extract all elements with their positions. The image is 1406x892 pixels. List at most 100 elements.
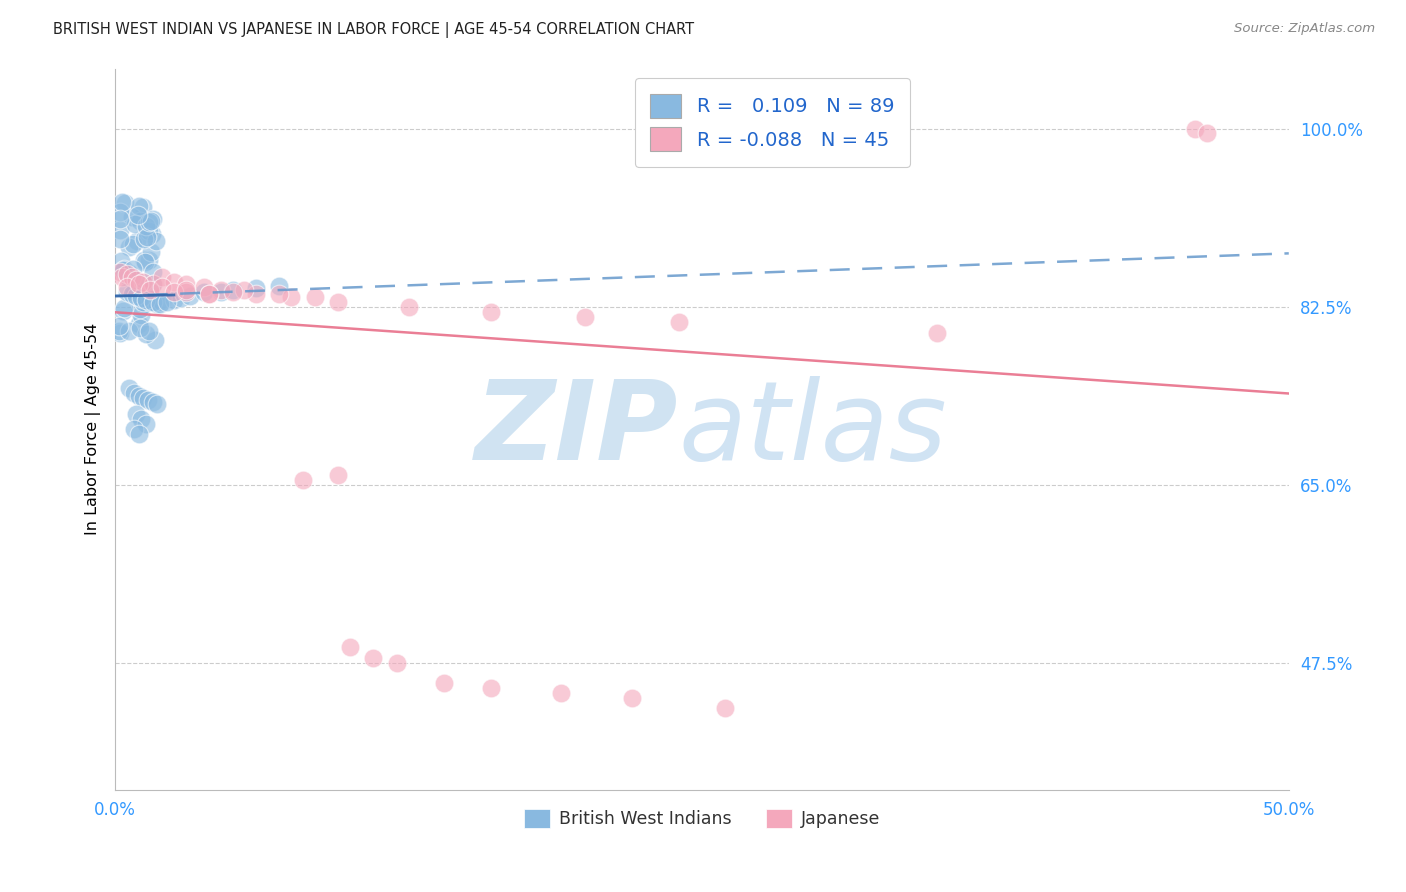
- Point: [118, 324, 141, 338]
- Point: [111, 195, 134, 210]
- Point: [163, 293, 186, 307]
- Point: [145, 235, 167, 249]
- Point: [108, 222, 131, 236]
- Point: [132, 253, 155, 268]
- Point: [115, 285, 138, 299]
- Point: [132, 275, 155, 289]
- Point: [221, 283, 243, 297]
- Point: [121, 269, 143, 284]
- Point: [174, 283, 197, 297]
- Point: [193, 285, 215, 299]
- Y-axis label: In Labor Force | Age 45-54: In Labor Force | Age 45-54: [86, 323, 101, 535]
- Point: [122, 285, 145, 299]
- Point: [339, 640, 361, 655]
- Point: [150, 280, 173, 294]
- Point: [122, 422, 145, 436]
- Point: [124, 272, 146, 286]
- Point: [112, 304, 135, 318]
- Point: [139, 292, 162, 306]
- Point: [132, 232, 155, 246]
- Point: [143, 334, 166, 348]
- Point: [142, 277, 165, 291]
- Point: [269, 287, 291, 301]
- Point: [135, 417, 157, 431]
- Point: [139, 283, 162, 297]
- Point: [138, 253, 160, 268]
- Point: [129, 320, 152, 334]
- Point: [269, 278, 291, 293]
- Point: [129, 308, 152, 322]
- Point: [122, 285, 145, 300]
- Point: [209, 283, 232, 297]
- Point: [150, 269, 173, 284]
- Point: [110, 326, 132, 341]
- Point: [198, 287, 221, 301]
- Point: [1184, 122, 1206, 136]
- Point: [135, 293, 157, 307]
- Point: [132, 200, 155, 214]
- Point: [385, 656, 408, 670]
- Point: [107, 318, 129, 333]
- Point: [129, 291, 152, 305]
- Point: [111, 269, 134, 284]
- Point: [112, 301, 135, 315]
- Point: [132, 391, 155, 405]
- Point: [131, 292, 153, 306]
- Point: [620, 691, 643, 706]
- Point: [156, 295, 179, 310]
- Point: [193, 280, 215, 294]
- Point: [122, 261, 145, 276]
- Point: [115, 267, 138, 281]
- Point: [125, 273, 148, 287]
- Legend: British West Indians, Japanese: British West Indians, Japanese: [517, 802, 887, 835]
- Point: [139, 213, 162, 227]
- Text: ZIP: ZIP: [475, 376, 679, 483]
- Point: [118, 271, 141, 285]
- Point: [118, 266, 141, 280]
- Point: [142, 295, 165, 310]
- Point: [328, 467, 350, 482]
- Point: [122, 386, 145, 401]
- Point: [146, 397, 169, 411]
- Point: [174, 285, 197, 299]
- Point: [138, 215, 160, 229]
- Point: [668, 315, 690, 329]
- Text: atlas: atlas: [679, 376, 948, 483]
- Point: [111, 262, 134, 277]
- Point: [138, 224, 160, 238]
- Point: [163, 285, 186, 299]
- Point: [136, 229, 159, 244]
- Point: [233, 283, 256, 297]
- Point: [128, 290, 150, 304]
- Point: [138, 324, 160, 338]
- Point: [134, 254, 156, 268]
- Point: [363, 650, 385, 665]
- Point: [433, 676, 456, 690]
- Point: [245, 287, 267, 301]
- Point: [129, 213, 152, 227]
- Point: [128, 427, 150, 442]
- Point: [925, 326, 948, 340]
- Point: [118, 240, 141, 254]
- Point: [139, 244, 162, 259]
- Point: [209, 285, 232, 299]
- Point: [245, 281, 267, 295]
- Point: [112, 262, 135, 277]
- Point: [128, 317, 150, 331]
- Point: [108, 205, 131, 219]
- Point: [108, 232, 131, 246]
- Point: [114, 195, 136, 210]
- Point: [280, 290, 302, 304]
- Point: [128, 302, 150, 317]
- Point: [142, 277, 165, 291]
- Point: [479, 305, 502, 319]
- Point: [174, 277, 197, 291]
- Point: [121, 210, 143, 224]
- Point: [170, 291, 193, 305]
- Point: [146, 297, 169, 311]
- Point: [141, 227, 163, 241]
- Text: Source: ZipAtlas.com: Source: ZipAtlas.com: [1234, 22, 1375, 36]
- Point: [714, 701, 737, 715]
- Point: [132, 295, 155, 310]
- Point: [1195, 126, 1218, 140]
